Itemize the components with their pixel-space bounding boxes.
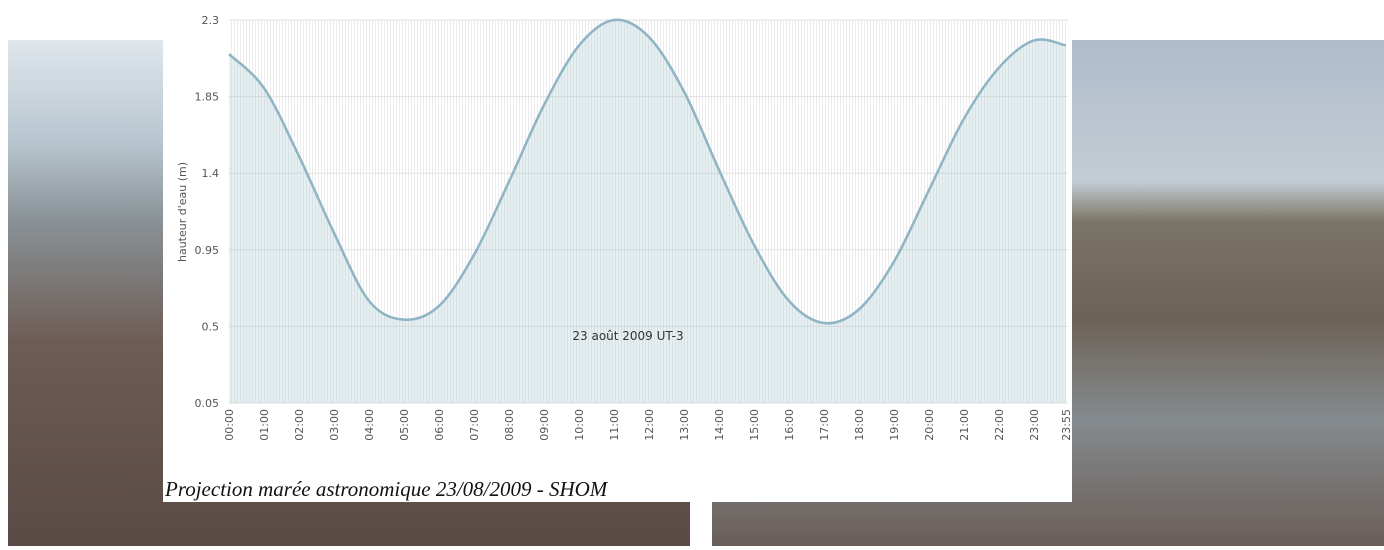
x-tick-label: 15:00 xyxy=(748,409,761,441)
line xyxy=(228,18,1067,325)
y-tick-label: 0.5 xyxy=(202,320,220,333)
x-tick-label: 20:00 xyxy=(923,409,936,441)
x-tick-label: 17:00 xyxy=(818,409,831,441)
x-tick-label: 08:00 xyxy=(503,409,516,441)
x-tick-label: 18:00 xyxy=(853,409,866,441)
y-tick-label: 1.4 xyxy=(202,167,220,180)
x-tick-label: 13:00 xyxy=(678,409,691,441)
y-tick-label: 2.3 xyxy=(202,14,220,27)
x-tick-label: 22:00 xyxy=(993,409,1006,441)
x-tick-label: 10:00 xyxy=(573,409,586,441)
x-tick-label: 03:00 xyxy=(328,409,341,441)
y-tick-label: 0.95 xyxy=(195,244,220,257)
x-tick-label: 11:00 xyxy=(608,409,621,441)
x-tick-label: 02:00 xyxy=(293,409,306,441)
x-tick-label: 05:00 xyxy=(398,409,411,441)
x-tick-label: 00:00 xyxy=(223,409,236,441)
x-tick-label: 16:00 xyxy=(783,409,796,441)
minor-grid xyxy=(229,20,1068,403)
x-tick-label: 04:00 xyxy=(363,409,376,441)
y-axis-label: hauteur d'eau (m) xyxy=(176,162,189,262)
x-tick-label: 06:00 xyxy=(433,409,446,441)
x-tick-label: 14:00 xyxy=(713,409,726,441)
x-tick-label: 09:00 xyxy=(538,409,551,441)
x-tick-label: 01:00 xyxy=(258,409,271,441)
y-tick-label: 0.05 xyxy=(195,397,220,410)
caption: Projection marée astronomique 23/08/2009… xyxy=(164,477,609,501)
y-tick-label: 1.85 xyxy=(195,91,220,104)
x-tick-label: 07:00 xyxy=(468,409,481,441)
x-tick-label: 12:00 xyxy=(643,409,656,441)
x-tick-label: 23:55 xyxy=(1060,409,1073,441)
annotation: 23 août 2009 UT-3 xyxy=(572,329,683,343)
x-tick-label: 19:00 xyxy=(888,409,901,441)
x-tick-label: 21:00 xyxy=(958,409,971,441)
x-tick-label: 23:00 xyxy=(1028,409,1041,441)
